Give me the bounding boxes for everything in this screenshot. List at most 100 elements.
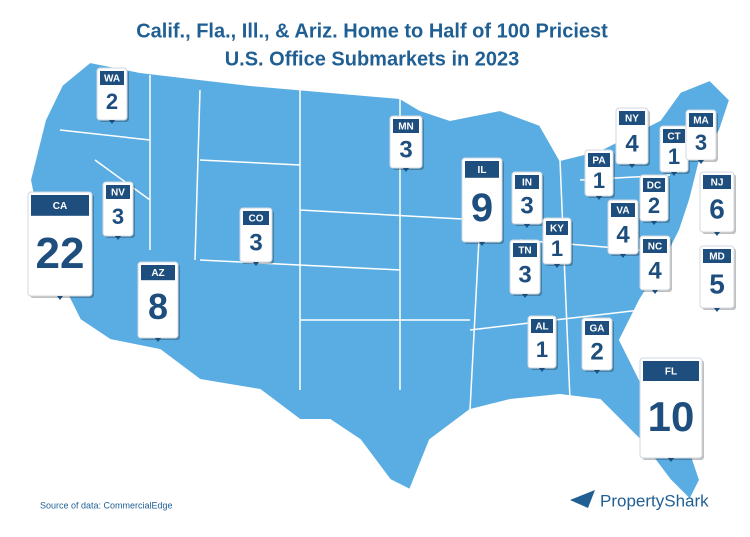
marker-pointer — [620, 254, 626, 258]
state-marker: WA 2 — [96, 67, 129, 124]
submarket-count: 1 — [536, 337, 548, 362]
marker-pointer — [594, 370, 600, 374]
marker-tab — [703, 249, 731, 263]
marker-tab — [588, 153, 610, 167]
state-label: CO — [249, 214, 264, 225]
state-label: TN — [518, 246, 531, 257]
submarket-count: 4 — [616, 221, 630, 248]
state-marker: MA 3 — [685, 109, 718, 164]
marker-tab — [515, 175, 539, 189]
state-label: NV — [111, 188, 125, 199]
marker-tab — [546, 221, 568, 235]
state-label: KY — [550, 224, 564, 235]
marker-tab — [31, 195, 89, 216]
submarket-count: 1 — [668, 144, 680, 169]
marker-tab — [513, 243, 537, 257]
marker-tab — [689, 113, 713, 127]
submarket-count: 10 — [648, 393, 695, 440]
state-marker: NY 4 — [615, 107, 650, 168]
submarket-count: 2 — [590, 338, 603, 365]
brand-logo-icon — [570, 490, 595, 508]
state-marker: KY1 — [542, 217, 573, 268]
state-marker: VA 4 — [607, 199, 640, 258]
state-label: NC — [648, 242, 662, 253]
state-label: IN — [522, 178, 532, 189]
marker-pointer — [698, 160, 704, 164]
state-label: PA — [592, 156, 605, 167]
marker-pointer — [522, 294, 528, 298]
submarket-count: 2 — [106, 89, 118, 114]
submarket-count: 3 — [695, 130, 707, 155]
submarket-count: 3 — [112, 204, 124, 229]
marker-pointer — [57, 296, 63, 300]
marker-tab — [106, 185, 130, 199]
state-label: NY — [625, 114, 639, 125]
submarket-count: 3 — [249, 229, 262, 256]
submarket-count: 1 — [551, 236, 563, 261]
marker-pointer — [629, 164, 635, 168]
state-marker: NC 4 — [639, 235, 672, 294]
marker-pointer — [554, 264, 560, 268]
marker-tab — [663, 129, 685, 143]
marker-tab — [465, 161, 499, 178]
marker-tab — [643, 239, 667, 253]
state-marker: CO 3 — [239, 207, 274, 266]
submarket-count: 6 — [709, 193, 725, 224]
submarket-count: 2 — [648, 193, 660, 218]
state-label: MN — [398, 122, 414, 133]
state-label: MA — [693, 116, 709, 127]
state-label: GA — [590, 324, 605, 335]
marker-pointer — [524, 224, 530, 228]
marker-tab — [643, 361, 699, 381]
state-label: AZ — [151, 268, 164, 279]
marker-pointer — [155, 338, 161, 342]
marker-pointer — [403, 168, 409, 172]
state-label: FL — [665, 367, 677, 378]
marker-pointer — [479, 242, 485, 246]
marker-pointer — [671, 172, 677, 176]
submarket-count: 3 — [518, 261, 531, 288]
state-marker: NJ 6 — [699, 171, 736, 236]
marker-tab — [643, 178, 665, 192]
state-label: DC — [647, 181, 661, 192]
marker-pointer — [652, 290, 658, 294]
state-marker: MD 5 — [699, 245, 736, 312]
submarket-count: 3 — [520, 192, 533, 219]
marker-pointer — [668, 458, 674, 462]
state-label: MD — [709, 252, 725, 263]
submarket-count: 4 — [648, 257, 662, 284]
state-marker: AZ 8 — [137, 261, 180, 342]
state-label: NJ — [711, 178, 724, 189]
state-marker: NV 3 — [102, 181, 135, 240]
state-label: AL — [535, 322, 548, 333]
marker-pointer — [115, 236, 121, 240]
marker-pointer — [651, 221, 657, 225]
state-label: CA — [53, 201, 67, 212]
submarket-count: 9 — [471, 186, 493, 230]
marker-tab — [531, 319, 553, 333]
state-marker: GA 2 — [581, 317, 614, 374]
submarket-count: 1 — [593, 168, 605, 193]
marker-tab — [393, 119, 419, 133]
state-label: VA — [616, 206, 629, 217]
marker-tab — [243, 211, 269, 225]
state-marker: TN 3 — [509, 239, 542, 298]
state-marker: CT1 — [659, 125, 690, 176]
state-label: WA — [104, 74, 120, 85]
marker-tab — [611, 203, 635, 217]
submarket-count: 8 — [148, 286, 168, 327]
state-label: IL — [478, 165, 487, 176]
state-marker: PA1 — [584, 149, 615, 200]
marker-pointer — [539, 368, 545, 372]
state-label: CT — [667, 132, 680, 143]
state-marker: IN 3 — [511, 171, 544, 228]
marker-pointer — [714, 308, 720, 312]
state-marker: IL 9 — [461, 157, 504, 246]
submarket-count: 5 — [709, 268, 725, 299]
state-marker: AL 1 — [527, 315, 558, 372]
marker-pointer — [596, 196, 602, 200]
marker-pointer — [253, 262, 259, 266]
marker-tab — [585, 321, 609, 335]
